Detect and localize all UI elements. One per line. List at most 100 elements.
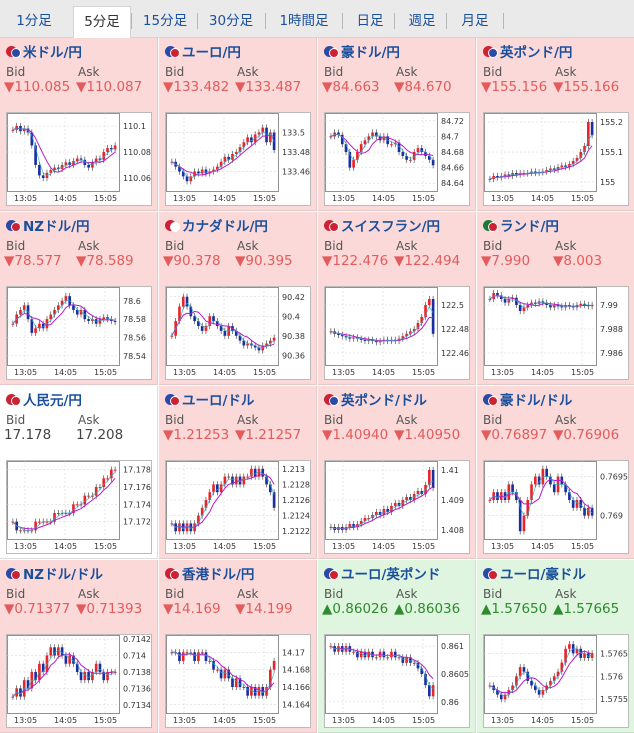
mini-chart[interactable]: 17.178 17.176 17.174 17.172 13:05 14:05 15:05 xyxy=(6,460,152,554)
candle-body xyxy=(549,680,552,686)
pair-card[interactable]: ユーロ/英ポンド Bid Ask ▲0.86026 ▲0.86036 0.861 0.860… xyxy=(318,560,476,733)
pair-name-link[interactable]: スイスフラン/円 xyxy=(324,217,440,237)
mini-chart[interactable]: 0.7695 0.769 13:05 14:05 15:05 xyxy=(483,460,629,554)
tab-3[interactable]: 30分足 xyxy=(208,13,254,29)
candle-body xyxy=(94,487,98,496)
pair-card[interactable]: スイスフラン/円 Bid Ask ▼122.476 ▼122.494 122.5 122.4… xyxy=(318,212,476,385)
mini-chart[interactable]: 7.99 7.988 7.986 13:05 14:05 15:05 xyxy=(483,286,629,380)
pair-card[interactable]: 米ドル/円 Bid Ask ▼110.085 ▼110.087 110.1 110.08 11… xyxy=(0,38,158,211)
mini-chart[interactable]: 0.7142 0.714 0.7138 0.7136 0.7134 13:05 14:05 1… xyxy=(6,634,152,728)
pair-name-link[interactable]: 英ポンド/ドル xyxy=(324,391,427,411)
pair-card[interactable]: 英ポンド/円 Bid Ask ▼155.156 ▼155.166 155.2 155.1 15… xyxy=(477,38,634,211)
pair-name-link[interactable]: 豪ドル/円 xyxy=(324,43,400,63)
moving-average-line-short xyxy=(489,648,593,697)
pair-card[interactable]: ユーロ/豪ドル Bid Ask ▲1.57650 ▲1.57665 1.5765 1.576… xyxy=(477,560,634,733)
pair-card[interactable]: NZドル/ドル Bid Ask ▼0.71377 ▼0.71393 0.7142 0.714… xyxy=(0,560,158,733)
tab-separator xyxy=(131,13,132,29)
candle-body xyxy=(106,148,109,152)
pair-card[interactable]: カナダドル/円 Bid Ask ▼90.378 ▼90.395 90.42 90.4 90.3… xyxy=(159,212,317,385)
pair-card[interactable]: 人民元/円 Bid Ask 17.178 17.208 17.178 17.176 17.17… xyxy=(0,386,158,559)
candle-body xyxy=(106,478,109,480)
ask-label: Ask xyxy=(555,587,577,601)
pair-card[interactable]: 英ポンド/ドル Bid Ask ▼1.40940 ▼1.40950 1.41 1.409 1.… xyxy=(318,386,476,559)
pair-name-link[interactable]: ランド/円 xyxy=(483,217,559,237)
bid-label: Bid xyxy=(6,239,26,253)
candle-body xyxy=(530,302,533,305)
mini-chart[interactable]: 84.72 84.7 84.68 84.66 84.64 13:05 14:05 15:05 xyxy=(324,112,470,206)
mini-chart[interactable]: 1.41 1.409 1.408 13:05 14:05 15:05 xyxy=(324,460,470,554)
candle-body xyxy=(56,513,60,514)
candle-body xyxy=(541,690,545,695)
tab-2[interactable]: 15分足 xyxy=(142,13,188,29)
mini-chart[interactable]: 14.17 14.168 14.166 14.164 13:05 14:05 15:05 xyxy=(165,634,311,728)
pair-name-link[interactable]: 人民元/円 xyxy=(6,391,82,411)
candle-body xyxy=(208,492,212,500)
pair-card[interactable]: NZドル/円 Bid Ask ▼78.577 ▼78.589 78.6 78.58 78.56… xyxy=(0,212,158,385)
tab-0[interactable]: 1分足 xyxy=(16,13,52,29)
y-tick-label: 133.48 xyxy=(282,148,310,157)
x-tick-label: 14:05 xyxy=(213,716,236,725)
tab-5[interactable]: 日足 xyxy=(356,13,384,29)
pair-name-link[interactable]: ユーロ/円 xyxy=(165,43,241,63)
candle-body xyxy=(72,655,75,664)
candle-body xyxy=(189,652,193,654)
pair-name-link[interactable]: 米ドル/円 xyxy=(6,43,82,63)
candle-body xyxy=(503,174,507,176)
candle-body xyxy=(98,158,102,160)
pair-name-link[interactable]: カナダドル/円 xyxy=(165,217,268,237)
tab-6[interactable]: 週足 xyxy=(408,13,436,29)
pair-card[interactable]: ユーロ/円 Bid Ask ▼133.482 ▼133.487 133.5 133.48 13… xyxy=(159,38,317,211)
candle-body xyxy=(583,507,586,516)
candle-body xyxy=(212,169,215,172)
pair-name-link[interactable]: NZドル/ドル xyxy=(6,565,103,585)
pair-name-link[interactable]: 英ポンド/円 xyxy=(483,43,572,63)
pair-name-link[interactable]: ユーロ/英ポンド xyxy=(324,565,440,585)
pair-name-text: 豪ドル/円 xyxy=(341,45,400,61)
bid-value: ▼1.21253 xyxy=(163,427,230,443)
mini-chart[interactable]: 0.861 0.8605 0.86 13:05 14:05 15:05 xyxy=(324,634,470,728)
tab-1[interactable]: 5分足 xyxy=(73,6,131,39)
candle-body xyxy=(363,651,367,658)
mini-chart[interactable]: 110.1 110.08 110.06 13:05 14:05 15:05 xyxy=(6,112,152,206)
tab-7[interactable]: 月足 xyxy=(461,13,489,29)
bid-label: Bid xyxy=(324,65,344,79)
pair-name-link[interactable]: ユーロ/ドル xyxy=(165,391,254,411)
candle-body xyxy=(556,305,560,307)
pair-name-link[interactable]: 豪ドル/ドル xyxy=(483,391,572,411)
tab-4[interactable]: 1時間足 xyxy=(279,13,329,29)
currency-grid: 米ドル/円 Bid Ask ▼110.085 ▼110.087 110.1 110.08 11… xyxy=(0,38,634,733)
plot-area xyxy=(166,113,279,192)
candle-body xyxy=(87,319,90,321)
pair-name-link[interactable]: NZドル/円 xyxy=(6,217,90,237)
candle-body xyxy=(363,518,367,521)
candle-body xyxy=(499,694,503,700)
mini-chart[interactable]: 133.5 133.48 133.46 13:05 14:05 15:05 xyxy=(165,112,311,206)
pair-card[interactable]: ユーロ/ドル Bid Ask ▼1.21253 ▼1.21257 1.213 1.2128 1… xyxy=(159,386,317,559)
mini-chart[interactable]: 1.5765 1.576 1.5755 13:05 14:05 15:05 xyxy=(483,634,629,728)
candle-body xyxy=(344,646,348,652)
mini-chart[interactable]: 155.2 155.1 155 13:05 14:05 15:05 xyxy=(483,112,629,206)
pair-name-link[interactable]: 香港ドル/円 xyxy=(165,565,254,585)
pair-card[interactable]: 豪ドル/円 Bid Ask ▼84.663 ▼84.670 84.72 84.7 84.68 8… xyxy=(318,38,476,211)
mini-chart[interactable]: 78.6 78.58 78.56 78.54 13:05 14:05 15:05 xyxy=(6,286,152,380)
candle-body xyxy=(556,671,560,677)
currency-flag-icon xyxy=(6,394,22,406)
moving-average-line-short xyxy=(171,302,275,349)
candle-body xyxy=(265,476,268,485)
pair-name-link[interactable]: ユーロ/豪ドル xyxy=(483,565,586,585)
pair-card[interactable]: 豪ドル/ドル Bid Ask ▼0.76897 ▼0.76906 0.7695 0.769 1… xyxy=(477,386,634,559)
tab-separator xyxy=(503,13,504,29)
y-tick-label: 0.86 xyxy=(441,698,459,707)
moving-average-line-short xyxy=(171,470,275,530)
pair-card[interactable]: 香港ドル/円 Bid Ask ▼14.169 ▼14.199 14.17 14.168 14.… xyxy=(159,560,317,733)
mini-chart[interactable]: 122.5 122.48 122.46 13:05 14:05 15:05 xyxy=(324,286,470,380)
candle-body xyxy=(38,323,41,329)
mini-chart[interactable]: 90.42 90.4 90.38 90.36 13:05 14:05 15:05 xyxy=(165,286,311,380)
candle-body xyxy=(181,171,185,177)
candle-body xyxy=(552,676,556,681)
candle-body xyxy=(427,299,431,305)
pair-card[interactable]: ランド/円 Bid Ask ▼7.990 ▼8.003 7.99 7.988 7.986 13:… xyxy=(477,212,634,385)
x-tick-label: 13:05 xyxy=(491,368,514,377)
mini-chart[interactable]: 1.213 1.2128 1.2126 1.2124 1.2122 13:05 14:05 1… xyxy=(165,460,311,554)
candle-body xyxy=(405,333,408,337)
